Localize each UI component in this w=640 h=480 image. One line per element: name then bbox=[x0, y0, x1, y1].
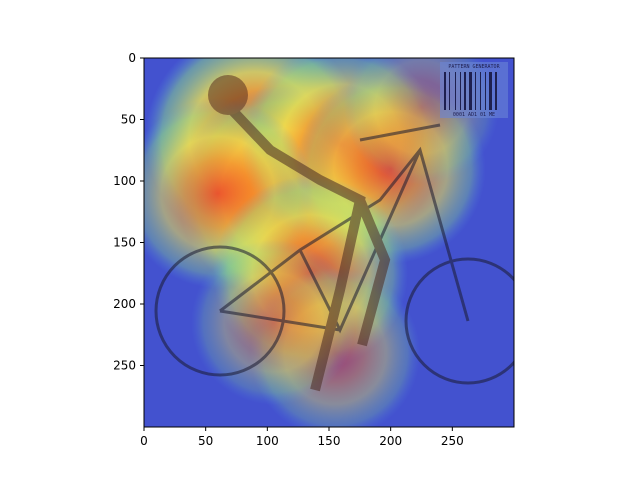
barcode-bar bbox=[485, 72, 486, 110]
barcode-bg bbox=[440, 62, 508, 118]
handlebar bbox=[359, 123, 441, 142]
y-axis: 0 50 100 150 200 250 bbox=[113, 51, 144, 373]
y-tick-label: 150 bbox=[113, 236, 136, 250]
x-tick-label: 250 bbox=[441, 434, 464, 448]
barcode-bar bbox=[455, 72, 456, 110]
plot-area: PATTERN GENERATOR 0001 AD1 01 ME bbox=[144, 58, 514, 427]
barcode-bar bbox=[449, 72, 450, 110]
barcode-bar bbox=[460, 72, 461, 110]
barcode-bar bbox=[464, 72, 466, 110]
y-tick-label: 50 bbox=[121, 113, 136, 127]
rear-wheel bbox=[154, 245, 286, 377]
barcode: PATTERN GENERATOR 0001 AD1 01 ME bbox=[440, 62, 508, 118]
x-tick-label: 50 bbox=[198, 434, 213, 448]
rider-head bbox=[208, 75, 248, 115]
photo-silhouette bbox=[154, 75, 514, 392]
barcode-bar bbox=[495, 72, 497, 110]
bike-frame bbox=[219, 146, 470, 334]
y-tick-label: 250 bbox=[113, 359, 136, 373]
y-tick-label: 0 bbox=[128, 51, 136, 65]
x-axis: 0 50 100 150 200 250 bbox=[140, 427, 464, 448]
front-wheel bbox=[404, 257, 514, 385]
barcode-bar bbox=[475, 72, 476, 110]
barcode-text-bottom: 0001 AD1 01 ME bbox=[453, 112, 495, 118]
barcode-text-top: PATTERN GENERATOR bbox=[448, 64, 500, 70]
y-tick-label: 200 bbox=[113, 297, 136, 311]
barcode-bar bbox=[489, 72, 492, 110]
barcode-bar bbox=[444, 72, 446, 110]
barcode-bar bbox=[480, 72, 481, 110]
x-tick-label: 200 bbox=[379, 434, 402, 448]
y-tick-label: 100 bbox=[113, 174, 136, 188]
barcode-bars bbox=[444, 72, 497, 110]
rider-body bbox=[228, 106, 391, 392]
x-tick-label: 100 bbox=[256, 434, 279, 448]
x-tick-label: 0 bbox=[140, 434, 148, 448]
x-tick-label: 150 bbox=[318, 434, 341, 448]
barcode-bar bbox=[469, 72, 472, 110]
